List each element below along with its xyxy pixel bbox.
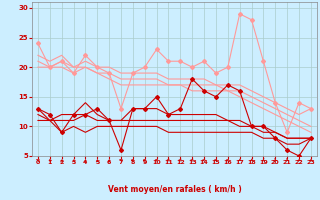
X-axis label: Vent moyen/en rafales ( km/h ): Vent moyen/en rafales ( km/h ) [108, 185, 241, 194]
